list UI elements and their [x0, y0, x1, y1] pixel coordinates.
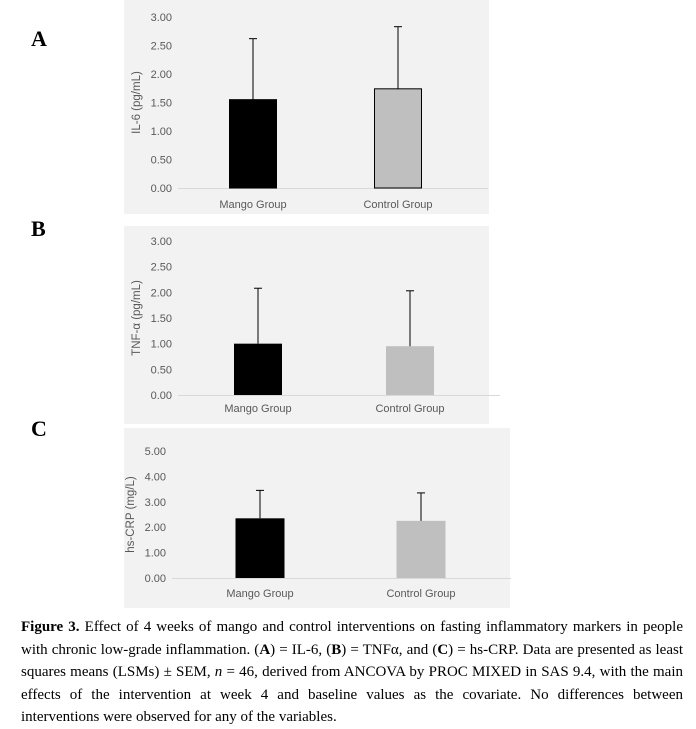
control-bar: [374, 88, 422, 189]
x-category-label: Control Group: [375, 403, 444, 415]
panel-a-background: [124, 0, 489, 214]
caption-ref-c: C: [437, 641, 449, 658]
caption-label: Figure 3.: [21, 619, 80, 635]
y-tick-label: 1.00: [145, 548, 166, 560]
caption-text-1: Effect of 4 weeks of mango and control i…: [21, 619, 683, 658]
y-axis-label: TNF-α (pg/mL): [131, 280, 143, 356]
y-tick-label: 0.00: [151, 390, 172, 402]
caption-ref-b: B: [331, 641, 342, 658]
x-category-label: Mango Group: [224, 403, 291, 415]
y-tick-label: 2.50: [151, 41, 172, 53]
y-axis-label: hs-CRP (mg/L): [125, 476, 137, 553]
caption-text-4: ) = hs-CRP. Data are presented as least …: [21, 641, 683, 681]
y-tick-label: 0.00: [151, 183, 172, 195]
figure-caption: Figure 3. Effect of 4 weeks of mango and…: [21, 616, 683, 729]
y-tick-label: 1.00: [151, 126, 172, 138]
y-tick-label: 2.00: [151, 287, 172, 299]
caption-ref-a: A: [259, 641, 271, 658]
x-category-label: Mango Group: [226, 588, 293, 600]
y-tick-label: 1.50: [151, 313, 172, 325]
caption-text-5: = 46, derived from ANCOVA by PROC MIXED …: [21, 664, 683, 725]
y-tick-label: 0.50: [151, 364, 172, 376]
panel-letter-c: C: [31, 416, 47, 441]
control-bar: [386, 346, 434, 395]
y-tick-label: 0.00: [145, 573, 166, 585]
mango-bar: [235, 518, 285, 578]
y-tick-label: 3.00: [151, 236, 172, 248]
caption-text-2: ) = IL-6, (: [270, 641, 332, 658]
y-axis-label: IL-6 (pg/mL): [131, 71, 143, 134]
control-bar: [396, 520, 446, 578]
y-tick-label: 1.00: [151, 339, 172, 351]
x-category-label: Control Group: [363, 199, 432, 211]
y-tick-label: 5.00: [145, 446, 166, 458]
y-tick-label: 3.00: [151, 12, 172, 24]
y-tick-label: 2.00: [151, 69, 172, 81]
y-tick-label: 1.50: [151, 98, 172, 110]
y-tick-label: 2.50: [151, 262, 172, 274]
y-tick-label: 2.00: [145, 522, 166, 534]
y-tick-label: 3.00: [145, 497, 166, 509]
x-category-label: Control Group: [386, 588, 455, 600]
mango-bar: [234, 343, 282, 395]
panel-letter-b: B: [31, 216, 46, 241]
x-category-label: Mango Group: [219, 199, 286, 211]
caption-n-symbol: n: [214, 664, 223, 680]
y-tick-label: 4.00: [145, 471, 166, 483]
caption-text-3: ) = TNFα, and (: [341, 641, 438, 658]
panel-letter-a: A: [31, 26, 47, 51]
y-tick-label: 0.50: [151, 155, 172, 167]
